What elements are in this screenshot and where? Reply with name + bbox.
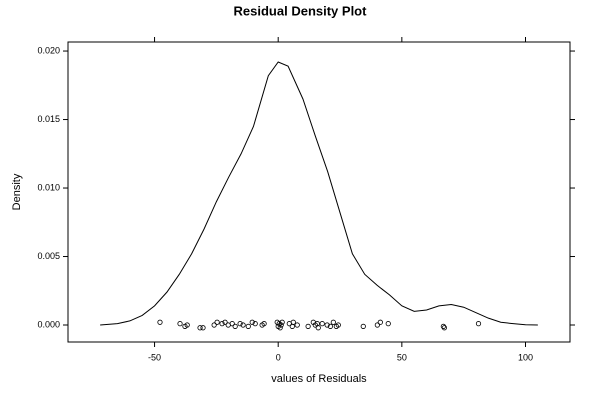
rug-point — [330, 319, 336, 325]
rug-point — [219, 321, 225, 327]
x-tick-label: 100 — [518, 352, 533, 362]
rug-point — [315, 325, 321, 331]
rug-point — [278, 322, 284, 328]
rug-point — [305, 323, 311, 329]
rug-point — [475, 321, 482, 327]
rug-point — [327, 323, 333, 329]
rug-point — [289, 323, 295, 329]
rug-point — [277, 325, 283, 331]
rug-point — [377, 319, 383, 325]
y-tick-label: 0.005 — [37, 251, 60, 261]
density-line — [100, 61, 538, 326]
x-tick-label: 50 — [397, 352, 407, 362]
rug-point — [214, 319, 220, 325]
rug-point — [229, 321, 235, 327]
y-axis-label: Density — [11, 173, 23, 210]
x-tick-label: -50 — [148, 352, 161, 362]
rug-point — [222, 319, 228, 325]
chart-title: Residual Density Plot — [234, 3, 368, 18]
rug-point — [184, 322, 190, 328]
rug-point — [237, 321, 243, 327]
plot-frame — [67, 41, 571, 343]
rug-point — [279, 319, 285, 325]
y-tick-label: 0.015 — [37, 114, 60, 124]
rug-point — [252, 321, 258, 327]
rug-point — [261, 321, 267, 327]
rug-point — [290, 319, 296, 325]
rug-point — [441, 325, 447, 331]
rug-point — [240, 322, 246, 328]
rug-point — [374, 322, 380, 328]
rug-point — [211, 322, 217, 328]
rug-point — [249, 319, 255, 325]
y-tick-label: 0.010 — [37, 182, 60, 192]
y-tick-label: 0.020 — [37, 45, 60, 55]
rug-point — [319, 321, 325, 327]
y-tick-label: 0.000 — [37, 319, 60, 329]
x-tick-label: 0 — [276, 352, 281, 362]
rug-point — [360, 323, 366, 329]
rug-point — [200, 325, 206, 331]
rug-point — [197, 325, 203, 331]
rug-point — [177, 321, 183, 327]
rug-point — [245, 323, 251, 329]
rug-point — [294, 322, 300, 328]
x-axis-label: values of Residuals — [271, 373, 367, 385]
rug-point — [335, 322, 341, 328]
rug-point — [324, 322, 330, 328]
rug-point — [157, 319, 163, 325]
rug-point — [440, 323, 446, 329]
rug-point — [385, 321, 391, 327]
rug-point — [232, 323, 238, 329]
